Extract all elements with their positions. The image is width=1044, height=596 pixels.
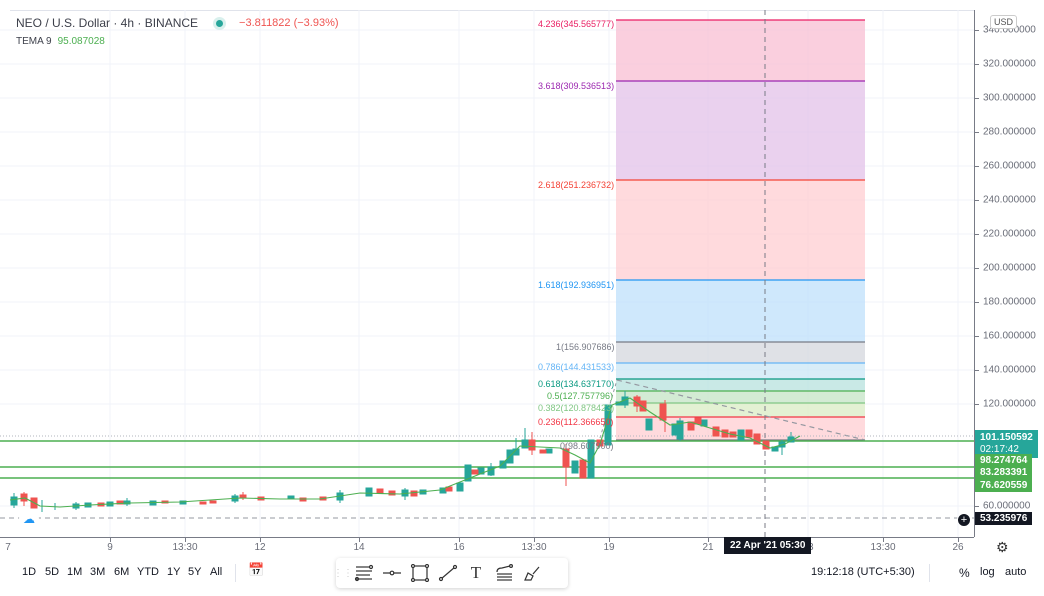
range-5d-button[interactable]: 5D bbox=[45, 566, 60, 578]
time-tick: 12 bbox=[254, 542, 266, 553]
fib-label-1618: 1.618(192.936951) bbox=[538, 280, 615, 290]
log-scale-toggle[interactable]: log bbox=[980, 566, 995, 578]
time-tick: 13:30 bbox=[172, 542, 198, 553]
price-tick: 160.000000 bbox=[983, 330, 1036, 342]
chart-settings-gear-icon[interactable]: ⚙ bbox=[996, 539, 1009, 555]
hline-price-tag: 98.274764 bbox=[975, 454, 1033, 467]
price-tick: 260.000000 bbox=[983, 160, 1036, 172]
bar-countdown: 02:17:42 bbox=[980, 444, 1019, 455]
fib-channel-tool-icon[interactable] bbox=[490, 559, 518, 587]
range-ytd-button[interactable]: YTD bbox=[137, 566, 159, 578]
last-price-value: 101.150592 bbox=[980, 432, 1033, 443]
floating-drawing-toolbar: ⋮⋮ T bbox=[333, 558, 568, 588]
range-1y-button[interactable]: 1Y bbox=[167, 566, 181, 578]
hline-price-tag: 76.620559 bbox=[975, 479, 1033, 492]
indicator-name[interactable]: TEMA 9 bbox=[16, 36, 52, 47]
time-tick: 14 bbox=[353, 542, 365, 553]
price-tick: 120.000000 bbox=[983, 398, 1036, 410]
time-tick: 19 bbox=[603, 542, 615, 553]
chart-pane[interactable]: 4.236(345.565777) 3.618(309.536513) 2.61… bbox=[0, 10, 974, 537]
price-tick: 140.000000 bbox=[983, 364, 1036, 376]
fib-retracement-tool-icon[interactable] bbox=[350, 559, 378, 587]
fib-label-2618: 2.618(251.236732) bbox=[538, 180, 615, 190]
price-tick: 60.000000 bbox=[983, 500, 1031, 512]
divider bbox=[235, 564, 236, 582]
range-3m-button[interactable]: 3M bbox=[90, 566, 106, 578]
rectangle-tool-icon[interactable] bbox=[406, 559, 434, 587]
fib-label-0618: 0.618(134.637170) bbox=[538, 379, 615, 389]
range-all-button[interactable]: All bbox=[210, 566, 223, 578]
hline-price-tag: 83.283391 bbox=[975, 466, 1033, 479]
range-6m-button[interactable]: 6M bbox=[114, 566, 130, 578]
crosshair-price-tag: 53.235976 bbox=[975, 512, 1033, 525]
trend-line-tool-icon[interactable] bbox=[434, 559, 462, 587]
horizontal-ray-tool-icon[interactable] bbox=[378, 559, 406, 587]
time-tick: 16 bbox=[453, 542, 465, 553]
indicator-value: 95.087028 bbox=[57, 36, 105, 47]
time-tick: 26 bbox=[952, 542, 964, 553]
time-tick: 13:30 bbox=[870, 542, 896, 553]
brush-tool-icon[interactable] bbox=[518, 559, 546, 587]
price-tick: 200.000000 bbox=[983, 262, 1036, 274]
top-border bbox=[10, 10, 1044, 11]
time-tick: 9 bbox=[107, 542, 113, 553]
go-to-date-icon[interactable]: 📅 bbox=[248, 562, 265, 577]
drag-handle-icon[interactable]: ⋮⋮ bbox=[333, 567, 353, 579]
last-price-tag: 101.150592 02:17:42 bbox=[975, 430, 1038, 458]
crosshair-time-label: 22 Apr '21 05:30 bbox=[724, 537, 812, 554]
fib-lines bbox=[616, 19, 865, 441]
time-axis[interactable]: 7 9 13:30 12 14 16 13:30 19 21 23 13:30 … bbox=[0, 537, 974, 557]
range-1d-button[interactable]: 1D bbox=[22, 566, 37, 578]
price-tick: 220.000000 bbox=[983, 228, 1036, 240]
chart-legend: NEO / U.S. Dollar · 4h · BINANCE −3.8118… bbox=[16, 16, 339, 47]
fib-label-0382: 0.382(120.878423) bbox=[538, 403, 615, 413]
range-1m-button[interactable]: 1M bbox=[67, 566, 83, 578]
cloud-logo-icon[interactable]: ☁ bbox=[19, 509, 39, 529]
fib-label-0786: 0.786(144.431533) bbox=[538, 362, 615, 372]
time-tick: 13:30 bbox=[521, 542, 547, 553]
time-tick: 21 bbox=[702, 542, 714, 553]
price-tick: 180.000000 bbox=[983, 296, 1036, 308]
tema-line bbox=[9, 397, 801, 508]
fib-label-3618: 3.618(309.536513) bbox=[538, 81, 615, 91]
fib-label-1: 1(156.907686) bbox=[556, 342, 615, 352]
percent-scale-toggle[interactable]: % bbox=[959, 566, 970, 580]
clock-timezone[interactable]: 19:12:18 (UTC+5:30) bbox=[811, 566, 915, 578]
bottom-toolbar: 1D 5D 1M 3M 6M YTD 1Y 5Y All 📅 19:12:18 … bbox=[0, 558, 1044, 596]
fib-label-0236: 0.236(112.366650) bbox=[538, 417, 614, 427]
divider bbox=[929, 564, 930, 582]
add-alert-plus-icon[interactable]: + bbox=[957, 513, 971, 527]
symbol-title[interactable]: NEO / U.S. Dollar · 4h · BINANCE bbox=[16, 16, 199, 30]
market-status-icon bbox=[216, 19, 224, 27]
price-tick: 280.000000 bbox=[983, 126, 1036, 138]
fib-label-0: 0(98.607900) bbox=[560, 441, 614, 451]
price-tick: 240.000000 bbox=[983, 194, 1036, 206]
fib-extension-zones bbox=[616, 20, 865, 440]
price-tick: 320.000000 bbox=[983, 58, 1036, 70]
time-tick: 7 bbox=[5, 542, 11, 553]
fib-label-4236: 4.236(345.565777) bbox=[538, 19, 615, 29]
fib-label-05: 0.5(127.757796) bbox=[547, 391, 614, 401]
price-tick: 300.000000 bbox=[983, 92, 1036, 104]
chart-svg bbox=[0, 10, 974, 537]
price-tick: 340.000000 bbox=[983, 24, 1036, 36]
currency-badge[interactable]: USD bbox=[990, 15, 1018, 29]
auto-scale-toggle[interactable]: auto bbox=[1005, 566, 1027, 578]
range-5y-button[interactable]: 5Y bbox=[188, 566, 202, 578]
price-change: −3.811822 (−3.93%) bbox=[239, 17, 339, 29]
text-tool-icon[interactable]: T bbox=[470, 563, 482, 582]
